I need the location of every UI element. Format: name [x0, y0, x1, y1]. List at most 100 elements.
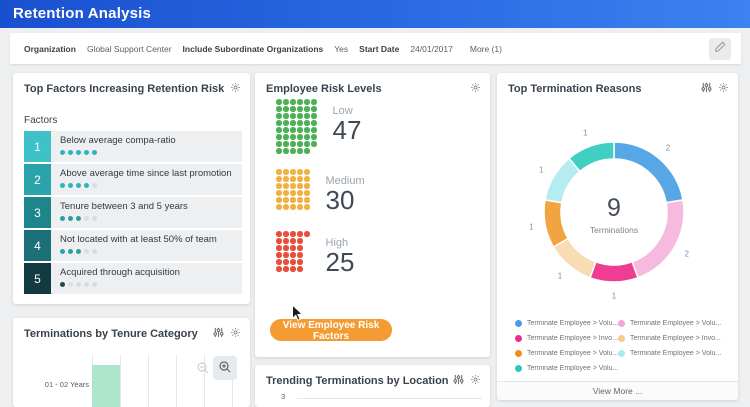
view-employee-risk-factors-button[interactable]: View Employee Risk Factors: [270, 319, 392, 342]
unit-dot-icon: [311, 99, 317, 105]
unit-dot-icon: [283, 190, 289, 196]
dot-grid-row: [276, 176, 310, 182]
legend-label: Terminate Employee > Volu...: [630, 350, 722, 357]
legend-item[interactable]: Terminate Employee > Volu...: [618, 346, 728, 361]
donut-center-value: 9: [607, 194, 621, 222]
donut-segment-0[interactable]: [613, 141, 684, 204]
unit-dot-icon: [297, 106, 303, 112]
card-risk-header: Employee Risk Levels: [266, 81, 481, 96]
dot-grid-row: [276, 252, 310, 258]
factor-rank-badge: 5: [24, 263, 51, 294]
unit-dot-icon: [304, 148, 310, 154]
unit-dot-icon: [290, 238, 296, 244]
donut-segment-1[interactable]: [631, 198, 685, 279]
chart-gridline: [148, 355, 149, 407]
unit-dot-icon: [290, 197, 296, 203]
unit-dot-icon: [290, 141, 296, 147]
donut-segment-value-label: 1: [529, 222, 534, 232]
tenure-bar[interactable]: [92, 365, 120, 407]
donut-segment-value-label: 2: [665, 143, 671, 153]
donut-segment-2[interactable]: [589, 260, 639, 283]
legend-item[interactable]: Terminate Employee > Invo...: [618, 331, 728, 346]
filter-more-link[interactable]: More (1): [469, 43, 502, 54]
score-dot-icon: [92, 150, 97, 155]
page-title: Retention Analysis: [13, 5, 152, 22]
factor-row: 2 Above average time since last promotion: [24, 164, 242, 195]
gear-icon: [230, 81, 241, 96]
unit-dot-icon: [276, 190, 282, 196]
risk-level-medium: Medium 30: [276, 169, 365, 214]
score-dot-icon: [76, 282, 81, 287]
unit-dot-icon: [276, 231, 282, 237]
legend-item[interactable]: Terminate Employee > Volu...: [515, 361, 625, 376]
dot-grid-row: [276, 183, 310, 189]
risk-dot-grid: [276, 231, 310, 272]
legend-item[interactable]: Terminate Employee > Invo...: [515, 331, 625, 346]
legend-item[interactable]: Terminate Employee > Volu...: [618, 316, 728, 331]
unit-dot-icon: [276, 176, 282, 182]
factor-score-dots: [60, 216, 242, 221]
chart-filter-button[interactable]: [453, 373, 464, 388]
filter-fields: Organization Global Support Center Include…: [24, 44, 709, 54]
unit-dot-icon: [297, 238, 303, 244]
zoom-in-button[interactable]: [213, 356, 237, 380]
dot-grid-row: [276, 113, 317, 119]
dot-grid-row: [276, 238, 310, 244]
factor-body: Not located with at least 50% of team: [51, 230, 242, 261]
dot-grid-row: [276, 190, 310, 196]
zoom-out-icon: [196, 361, 210, 378]
score-dot-icon: [84, 216, 89, 221]
score-dot-icon: [60, 216, 65, 221]
filter-bar: Organization Global Support Center Include…: [10, 33, 741, 64]
unit-dot-icon: [297, 197, 303, 203]
legend-item[interactable]: Terminate Employee > Volu...: [515, 346, 625, 361]
risk-dot-grid: [276, 169, 310, 210]
donut-segment-4[interactable]: [543, 198, 570, 249]
unit-dot-icon: [297, 245, 303, 251]
dot-grid-row: [276, 169, 310, 175]
unit-dot-icon: [276, 141, 282, 147]
unit-dot-icon: [304, 141, 310, 147]
card-trending-header: Trending Terminations by Location: [266, 373, 481, 388]
factor-score-dots: [60, 150, 242, 155]
unit-dot-icon: [290, 190, 296, 196]
settings-button[interactable]: [718, 81, 729, 96]
legend-item[interactable]: Terminate Employee > Volu...: [515, 316, 625, 331]
score-dot-icon: [84, 282, 89, 287]
factor-row: 1 Below average compa-ratio: [24, 131, 242, 162]
unit-dot-icon: [276, 266, 282, 272]
chart-filter-button[interactable]: [701, 81, 712, 96]
dot-grid-row: [276, 148, 317, 154]
donut-segment-6[interactable]: [567, 141, 615, 173]
unit-dot-icon: [304, 106, 310, 112]
gear-icon: [470, 81, 481, 96]
card-trending-terminations: Trending Terminations by Location 3: [255, 365, 490, 407]
unit-dot-icon: [297, 266, 303, 272]
zoom-out-button[interactable]: [193, 359, 213, 379]
factor-row: 4 Not located with at least 50% of team: [24, 230, 242, 261]
pencil-icon: [714, 41, 726, 56]
unit-dot-icon: [297, 127, 303, 133]
unit-dot-icon: [297, 99, 303, 105]
chart-filter-button[interactable]: [213, 326, 224, 341]
chart-gridline: [120, 355, 121, 407]
trend-gridline: [297, 398, 482, 399]
unit-dot-icon: [290, 183, 296, 189]
settings-button[interactable]: [230, 326, 241, 341]
dot-grid-row: [276, 134, 317, 140]
filter-field-label: Organization: [24, 43, 76, 54]
dot-grid-row: [276, 204, 310, 210]
dot-grid-row: [276, 99, 317, 105]
dot-grid-row: [276, 197, 310, 203]
settings-button[interactable]: [230, 81, 241, 96]
unit-dot-icon: [290, 245, 296, 251]
edit-filters-button[interactable]: [709, 37, 731, 60]
settings-button[interactable]: [470, 373, 481, 388]
risk-dot-grid: [276, 99, 317, 154]
view-more-link[interactable]: View More ...: [497, 381, 738, 400]
legend-label: Terminate Employee > Volu...: [527, 350, 619, 357]
unit-dot-icon: [297, 231, 303, 237]
unit-dot-icon: [283, 176, 289, 182]
unit-dot-icon: [290, 106, 296, 112]
settings-button[interactable]: [470, 81, 481, 96]
